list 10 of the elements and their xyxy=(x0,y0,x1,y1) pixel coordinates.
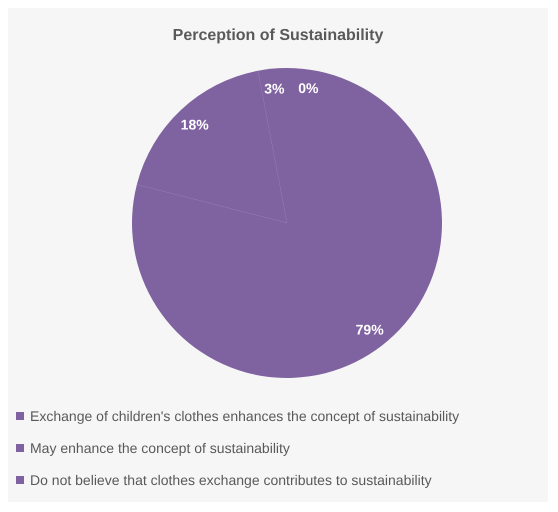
legend-label: Do not believe that clothes exchange contributes to sustainability xyxy=(30,472,432,488)
data-label: 3% xyxy=(264,80,285,97)
data-label: 79% xyxy=(356,322,384,338)
pie-slice xyxy=(136,70,287,223)
chart-title: Perception of Sustainability xyxy=(172,27,384,44)
legend-label: Exchange of children's clothes enhances the concept of sustainability xyxy=(30,408,460,424)
legend-label: May enhance the concept of sustainability xyxy=(30,440,290,456)
data-label: 18% xyxy=(180,116,210,133)
pie-slice xyxy=(132,68,442,378)
text: 0% xyxy=(298,80,318,96)
